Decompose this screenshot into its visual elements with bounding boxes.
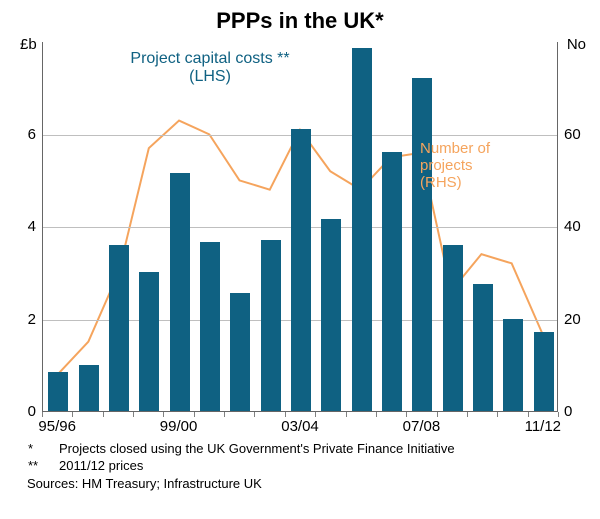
- bar: [48, 372, 68, 411]
- footnote-text: 2011/12 prices: [58, 457, 456, 474]
- bar: [291, 129, 311, 411]
- bar: [109, 245, 129, 412]
- ytick-right: 20: [564, 311, 581, 328]
- left-axis-unit: £b: [20, 36, 37, 53]
- bar: [321, 219, 341, 411]
- xtick-mark: [103, 412, 104, 417]
- ytick-left: 6: [0, 126, 36, 143]
- bar: [170, 173, 190, 411]
- bar: [200, 242, 220, 411]
- xtick-mark: [72, 412, 73, 417]
- xtick-mark: [558, 412, 559, 417]
- chart-title: PPPs in the UK*: [0, 0, 600, 34]
- ytick-left: 0: [0, 403, 36, 420]
- bar: [352, 48, 372, 411]
- bar: [412, 78, 432, 411]
- right-axis-unit: No: [567, 36, 586, 53]
- xtick-mark: [315, 412, 316, 417]
- bar: [473, 284, 493, 411]
- ytick-right: 60: [564, 126, 581, 143]
- xtick-mark: [528, 412, 529, 417]
- xtick-mark: [254, 412, 255, 417]
- xtick-label: 95/96: [38, 418, 76, 435]
- bar: [534, 332, 554, 411]
- ytick-right: 0: [564, 403, 572, 420]
- footnotes: *Projects closed using the UK Government…: [27, 440, 456, 491]
- ytick-left: 2: [0, 311, 36, 328]
- series-label-rhs: Number ofprojects(RHS): [420, 140, 490, 191]
- xtick-label: 07/08: [403, 418, 441, 435]
- xtick-mark: [346, 412, 347, 417]
- xtick-mark: [194, 412, 195, 417]
- xtick-label: 99/00: [160, 418, 198, 435]
- bar: [261, 240, 281, 411]
- xtick-mark: [437, 412, 438, 417]
- xtick-label: 11/12: [525, 418, 561, 435]
- xtick-mark: [467, 412, 468, 417]
- xtick-mark: [224, 412, 225, 417]
- xtick-label: 03/04: [281, 418, 319, 435]
- series-label-lhs: Project capital costs **(LHS): [130, 50, 289, 86]
- xtick-mark: [133, 412, 134, 417]
- bar: [503, 319, 523, 412]
- footnote-text: Projects closed using the UK Government'…: [58, 440, 456, 457]
- bar: [443, 245, 463, 412]
- plot-area: [42, 42, 558, 412]
- sources: Sources: HM Treasury; Infrastructure UK: [27, 476, 456, 491]
- bar: [382, 152, 402, 411]
- xtick-mark: [497, 412, 498, 417]
- xtick-mark: [163, 412, 164, 417]
- xtick-mark: [42, 412, 43, 417]
- bar: [139, 272, 159, 411]
- xtick-mark: [376, 412, 377, 417]
- chart-container: PPPs in the UK* £b No *Projects closed u…: [0, 0, 600, 519]
- xtick-mark: [285, 412, 286, 417]
- ytick-right: 40: [564, 218, 581, 235]
- ytick-left: 4: [0, 218, 36, 235]
- bar: [79, 365, 99, 411]
- bar: [230, 293, 250, 411]
- xtick-mark: [406, 412, 407, 417]
